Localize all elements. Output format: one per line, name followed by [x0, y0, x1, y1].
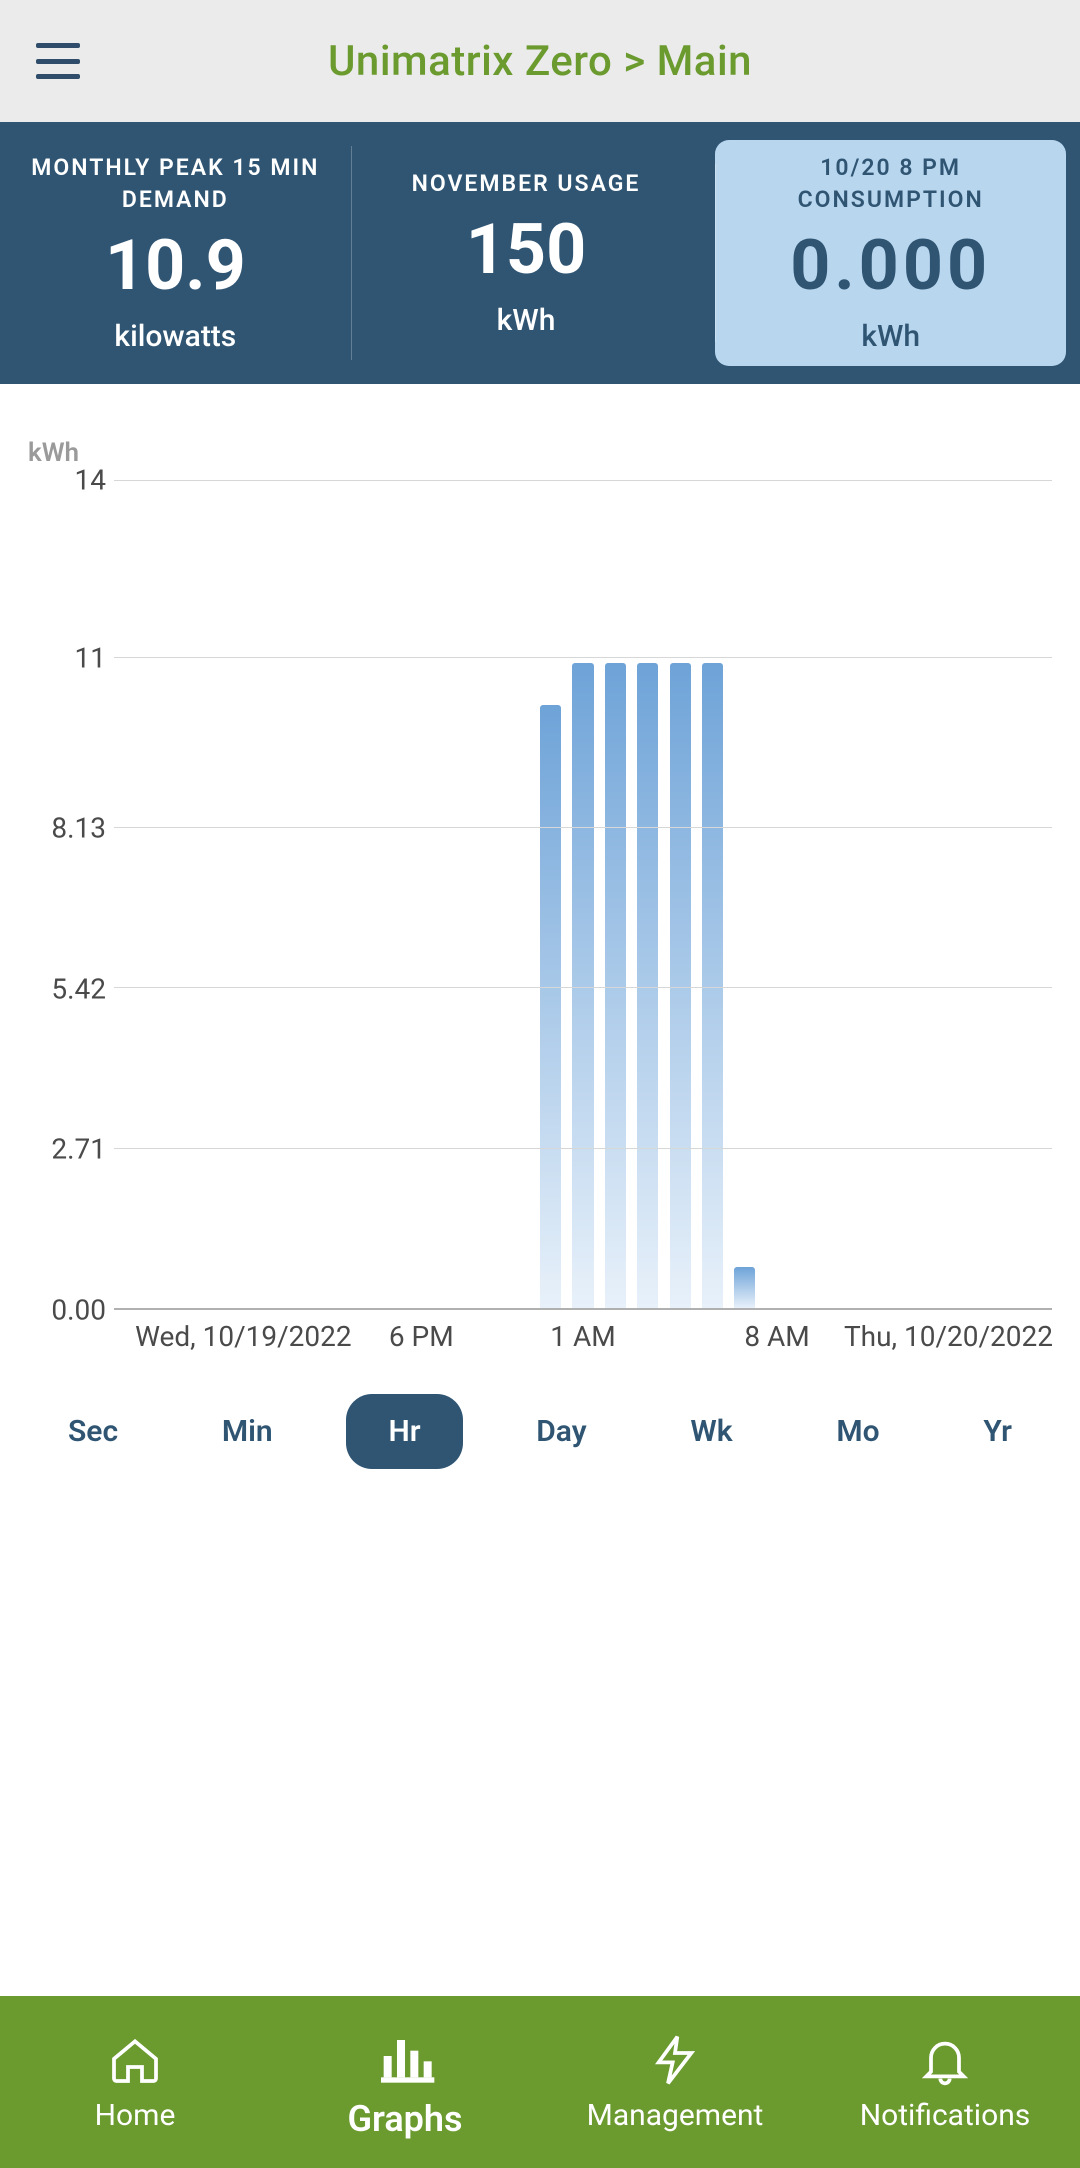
bar[interactable] [702, 663, 723, 1308]
stat-label: MONTHLY PEAK 15 MIN DEMAND [10, 152, 341, 214]
stat-value: 10.9 [105, 225, 246, 307]
nav-label: Management [587, 2098, 764, 2133]
gridline [114, 480, 1052, 481]
nav-home[interactable]: Home [0, 1996, 270, 2168]
x-tick-label: 1 AM [550, 1320, 615, 1353]
bar[interactable] [540, 705, 561, 1308]
gridline [114, 827, 1052, 828]
nav-label: Notifications [860, 2098, 1031, 2133]
range-option-min[interactable]: Min [192, 1396, 303, 1467]
stat-card-peak-demand[interactable]: MONTHLY PEAK 15 MIN DEMAND 10.9 kilowatt… [0, 122, 351, 384]
range-option-yr[interactable]: Yr [953, 1396, 1042, 1467]
stat-card-consumption[interactable]: 10/20 8 PM CONSUMPTION 0.000 kWh [715, 140, 1066, 366]
nav-notifications[interactable]: Notifications [810, 1996, 1080, 2168]
bar[interactable] [670, 663, 691, 1308]
bottom-nav: Home Graphs Management Notifications [0, 1996, 1080, 2168]
y-tick-label: 5.42 [28, 972, 106, 1005]
bars-layer [114, 480, 1052, 1308]
range-option-mo[interactable]: Mo [806, 1396, 909, 1467]
gridline [114, 657, 1052, 658]
bar[interactable] [734, 1267, 755, 1308]
stat-unit: kilowatts [114, 319, 236, 354]
bell-icon [917, 2032, 973, 2088]
stats-strip: MONTHLY PEAK 15 MIN DEMAND 10.9 kilowatt… [0, 122, 1080, 384]
stat-unit: kWh [861, 319, 920, 354]
bar[interactable] [572, 663, 593, 1308]
nav-label: Home [95, 2098, 176, 2133]
stat-label: NOVEMBER USAGE [412, 168, 641, 199]
gridline [114, 1148, 1052, 1149]
page-title: Unimatrix Zero > Main [80, 37, 1044, 86]
nav-graphs[interactable]: Graphs [270, 1996, 540, 2168]
plot-area [114, 480, 1052, 1310]
bar-chart-icon [373, 2024, 437, 2088]
stat-label: 10/20 8 PM CONSUMPTION [725, 152, 1056, 214]
bar[interactable] [637, 663, 658, 1308]
stat-value: 0.000 [790, 225, 991, 307]
time-range-selector: Sec Min Hr Day Wk Mo Yr [0, 1366, 1080, 1505]
home-icon [107, 2032, 163, 2088]
range-option-sec[interactable]: Sec [38, 1396, 148, 1467]
y-axis-labels: 14118.135.422.710.00 [28, 480, 106, 1310]
x-axis-labels: Wed, 10/19/2022 6 PM 1 AM 8 AM Thu, 10/20/20… [114, 1310, 1052, 1366]
range-option-wk[interactable]: Wk [660, 1396, 762, 1467]
gridline [114, 987, 1052, 988]
y-tick-label: 14 [28, 464, 106, 497]
y-tick-label: 0.00 [28, 1294, 106, 1327]
y-tick-label: 11 [28, 641, 106, 674]
nav-management[interactable]: Management [540, 1996, 810, 2168]
chart-container: kWh 14118.135.422.710.00 Wed, 10/19/2022… [0, 384, 1080, 1366]
nav-label: Graphs [347, 2098, 462, 2140]
y-tick-label: 8.13 [28, 812, 106, 845]
bar[interactable] [605, 663, 626, 1308]
range-option-hr[interactable]: Hr [346, 1394, 462, 1469]
y-tick-label: 2.71 [28, 1133, 106, 1166]
lightning-icon [647, 2032, 703, 2088]
x-tick-label: 6 PM [389, 1320, 454, 1353]
x-tick-label: 8 AM [744, 1320, 809, 1353]
range-option-day[interactable]: Day [506, 1396, 616, 1467]
x-tick-label: Thu, 10/20/2022 [844, 1320, 1053, 1353]
stat-value: 150 [466, 209, 586, 291]
menu-icon[interactable] [36, 43, 80, 79]
top-bar: Unimatrix Zero > Main [0, 0, 1080, 122]
stat-unit: kWh [497, 303, 556, 338]
stat-card-month-usage[interactable]: NOVEMBER USAGE 150 kWh [351, 122, 702, 384]
bar-chart[interactable]: 14118.135.422.710.00 [28, 480, 1052, 1310]
x-tick-label: Wed, 10/19/2022 [135, 1320, 352, 1353]
